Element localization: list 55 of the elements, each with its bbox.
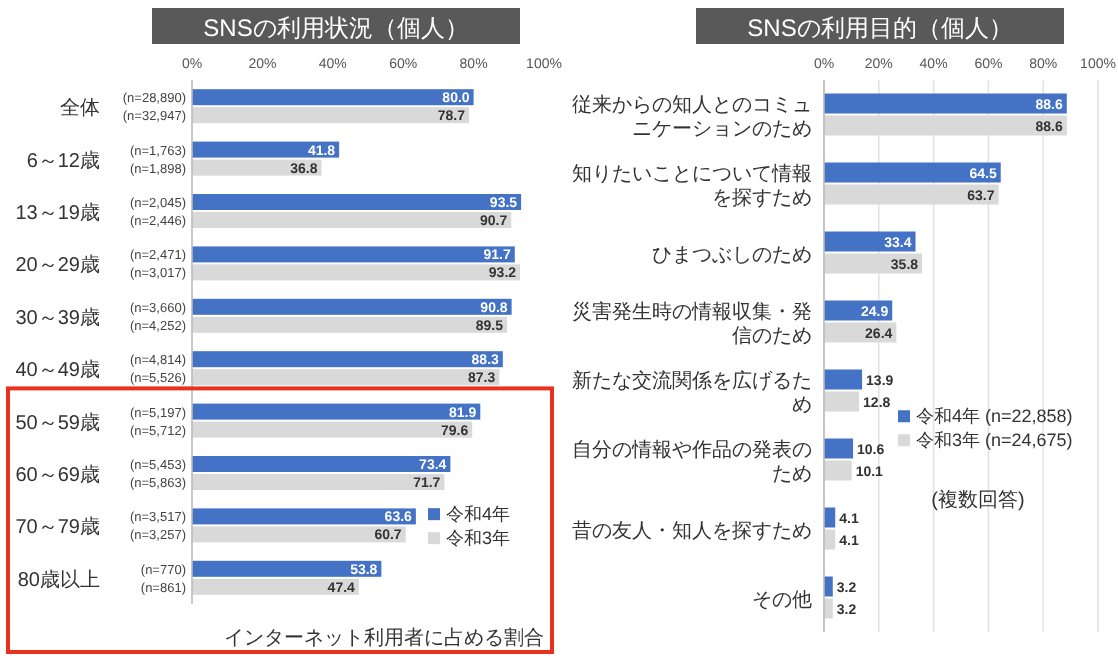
bar (192, 526, 406, 543)
bar (824, 438, 854, 459)
y-tick-label: 50～59歳 (15, 410, 100, 435)
bar (192, 560, 382, 577)
bar (192, 316, 508, 333)
bar (824, 369, 863, 390)
y-tick-label: 昔の友人・知人を探すため (572, 518, 812, 543)
bar (192, 141, 340, 158)
y-tick-label: 新たな交流関係を広げるため (572, 368, 812, 417)
bar (192, 212, 512, 228)
y-tick-label: 知りたいことについて情報を探すため (572, 161, 812, 210)
legend-label: 令和4年 (446, 504, 511, 525)
bar (824, 162, 1001, 183)
chart-title: SNSの利用目的（個人） (747, 14, 1013, 42)
y-tick-label: 20～29歳 (15, 253, 100, 278)
bar (192, 456, 451, 472)
bar (192, 246, 515, 263)
y-tick-label: 自分の情報や作品の発表のため (572, 437, 812, 486)
bar (192, 194, 522, 210)
bar (192, 421, 473, 438)
bar (824, 598, 833, 619)
bar (192, 403, 481, 420)
bar (192, 578, 359, 595)
y-tick-label: 40～49歳 (15, 358, 100, 383)
bar (192, 369, 500, 386)
bar (192, 159, 322, 176)
y-tick-label: 従来からの知人とのコミュニケーションのため (572, 92, 812, 141)
y-tick-label: 30～39歳 (15, 305, 100, 330)
y-tick-label: 80歳以上 (17, 567, 100, 592)
legend-label: 令和3年 (n=24,675) (916, 430, 1073, 451)
bar (824, 93, 1067, 114)
bar (192, 298, 512, 315)
text: インターネット利用者に占める割合 (224, 626, 544, 650)
legend-label: 令和4年 (n=22,858) (916, 406, 1073, 427)
bar (192, 107, 470, 124)
y-tick-label: 13～19歳 (15, 201, 100, 225)
bar (824, 576, 833, 597)
y-tick-label: 6～12歳 (26, 148, 100, 173)
bar (192, 351, 503, 368)
bar (824, 391, 860, 412)
y-tick-label: 70～79歳 (15, 515, 100, 540)
bar (824, 460, 852, 481)
bar (192, 508, 416, 525)
y-tick-label: その他 (752, 587, 812, 612)
bar (192, 89, 474, 106)
bar (192, 474, 445, 490)
legend-label: 令和3年 (446, 528, 511, 549)
bar (824, 231, 916, 252)
bar (192, 264, 521, 281)
y-tick-label: 全体 (60, 96, 100, 121)
y-tick-label: ひまつぶしのため (652, 244, 812, 267)
y-tick-label: 災害発生時の情報収集・発信のため (572, 299, 812, 348)
y-tick-label: 60～69歳 (15, 463, 100, 487)
annotation: (複数回答) (931, 488, 1025, 513)
chart-title: SNSの利用状況（個人） (203, 14, 469, 42)
